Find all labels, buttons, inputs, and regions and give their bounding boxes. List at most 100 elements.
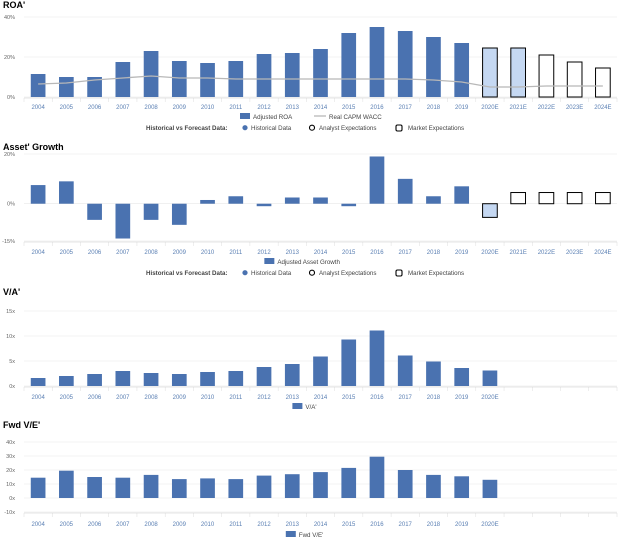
bar-historical <box>454 476 470 498</box>
x-tick-label: 2010 <box>201 522 215 528</box>
bar-historical <box>115 62 131 97</box>
legend-swatch-market <box>395 269 403 277</box>
legend-label: Analyst Expectations <box>319 270 376 277</box>
bar-historical <box>30 378 46 386</box>
bar-historical <box>171 479 187 498</box>
x-tick-label: 2020E <box>481 105 498 111</box>
x-tick-label: 2005 <box>60 395 74 401</box>
bar-historical <box>426 37 441 97</box>
bar-historical <box>284 197 300 204</box>
x-tick-label: 2024E <box>594 105 611 111</box>
roa-panel: ROA' 40% 20% 0% 2004 2005 2006 2007 2008 2009 201… <box>0 0 624 136</box>
x-tick-label: 2013 <box>286 395 300 401</box>
legend-label: Real CAPM WACC <box>329 114 382 121</box>
x-tick-label: 2013 <box>286 250 300 256</box>
bar-historical <box>482 370 498 386</box>
x-tick-label: 2019 <box>455 522 469 528</box>
x-tick-label: 2006 <box>88 250 102 256</box>
bar-historical <box>313 197 328 204</box>
x-tick-label: 2017 <box>399 522 413 528</box>
legend-swatch-market <box>395 124 403 132</box>
y-tick-label: 5x <box>9 359 15 365</box>
bar-historical <box>87 203 102 220</box>
bar-historical <box>284 53 300 97</box>
x-tick-label: 2014 <box>314 522 328 528</box>
asset-growth-chart: 20% 0% -15% 2004 2005 2006 2007 2008 2009 2010 201… <box>2 152 618 277</box>
bar-historical <box>115 371 131 386</box>
bar-historical <box>171 374 187 386</box>
legend-label: Adjusted Asset Growth <box>277 259 340 266</box>
bar-historical <box>30 477 46 498</box>
wacc-line <box>38 75 603 88</box>
x-tick-label: 2004 <box>31 105 45 111</box>
x-tick-label: 2005 <box>60 250 74 256</box>
x-tick-label: 2017 <box>399 395 413 401</box>
asset-growth-panel: Asset' Growth 20% 0% -15% 2004 2005 2006 2007 2… <box>0 142 624 278</box>
x-tick-label: 2013 <box>286 105 300 111</box>
bar-historical <box>426 361 441 386</box>
x-tick-label: 2012 <box>257 522 271 528</box>
x-tick-label: 2019 <box>455 395 469 401</box>
x-tick-label: 2015 <box>342 250 356 256</box>
bar-historical <box>284 474 300 498</box>
legend-dot-analyst <box>308 269 316 276</box>
x-tick-label: 2018 <box>427 522 441 528</box>
legend-label: Adjusted ROA <box>253 114 293 121</box>
va-title: V/A' <box>3 287 21 297</box>
bar-historical <box>59 77 74 97</box>
bar-historical <box>59 470 74 498</box>
x-tick-label: 2020E <box>481 522 498 528</box>
x-tick-label: 2014 <box>314 105 328 111</box>
x-tick-label: 2005 <box>60 522 74 528</box>
x-tick-label: 2022E <box>538 250 555 256</box>
legend-swatch-bar <box>285 531 296 537</box>
y-tick-label: 10x <box>6 334 15 340</box>
bar-market-expectation <box>566 61 583 98</box>
bar-historical <box>30 185 46 204</box>
x-tick-label: 2023E <box>566 105 583 111</box>
x-tick-label: 2014 <box>314 250 328 256</box>
bar-historical <box>397 31 413 97</box>
legend-label: Market Expectations <box>408 125 464 132</box>
x-tick-label: 2016 <box>370 522 384 528</box>
legend-heading: Historical vs Forecast Data: <box>146 125 228 132</box>
bar-historical <box>143 51 159 97</box>
x-tick-label: 2015 <box>342 395 356 401</box>
fwd-ve-title: Fwd V/E' <box>3 420 41 430</box>
bar-market-expectation <box>566 192 583 205</box>
bar-market-expectation <box>510 192 527 205</box>
bar-historical <box>171 61 187 97</box>
x-tick-label: 2006 <box>88 522 102 528</box>
bar-historical <box>341 467 357 498</box>
legend-swatch-bar <box>292 403 303 409</box>
legend-dot-historical <box>242 125 248 131</box>
bar-market-expectation <box>595 67 611 98</box>
x-tick-label: 2017 <box>399 105 413 111</box>
legend-label: Historical Data <box>251 125 292 132</box>
bar-market-expectation <box>595 192 611 205</box>
bar-historical <box>369 456 385 498</box>
x-tick-label: 2007 <box>116 395 130 401</box>
bar-historical <box>369 27 385 97</box>
x-tick-label: 2011 <box>229 522 243 528</box>
y-tick-label: 0% <box>7 95 15 101</box>
x-tick-label: 2009 <box>173 522 187 528</box>
x-tick-label: 2018 <box>427 395 441 401</box>
x-tick-label: 2004 <box>31 395 45 401</box>
bar-analyst-expectation <box>482 203 498 218</box>
y-tick-label: 15x <box>6 309 15 315</box>
x-tick-label: 2018 <box>427 105 441 111</box>
y-tick-label: 20x <box>6 468 15 474</box>
x-tick-label: 2015 <box>342 522 356 528</box>
bar-historical <box>115 203 131 239</box>
y-tick-label: 0x <box>9 496 15 502</box>
bar-historical <box>200 199 215 204</box>
bar-historical <box>256 475 272 498</box>
legend-label: Fwd V/E' <box>299 532 324 539</box>
bar-historical <box>369 330 385 386</box>
x-tick-label: 2010 <box>201 105 215 111</box>
x-tick-label: 2004 <box>31 250 45 256</box>
x-tick-label: 2008 <box>144 250 158 256</box>
roa-title: ROA' <box>3 0 26 10</box>
x-tick-label: 2006 <box>88 105 102 111</box>
